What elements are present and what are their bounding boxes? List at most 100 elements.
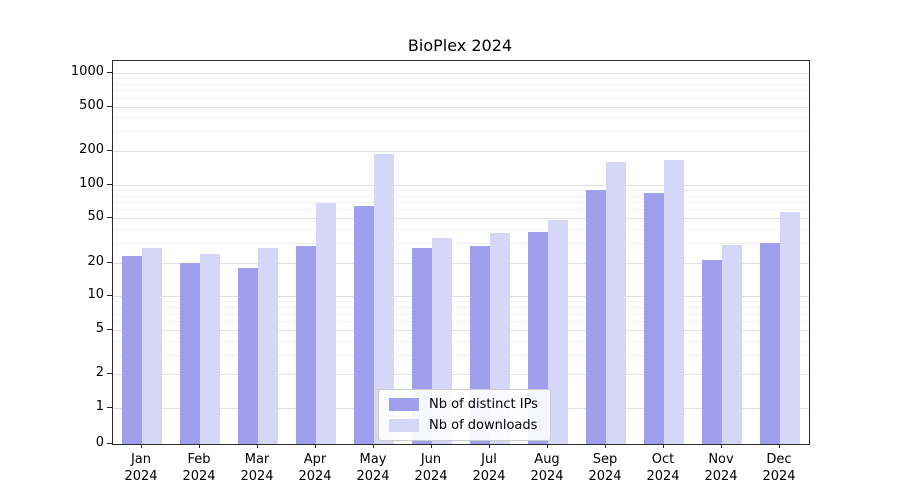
legend-item-downloads: Nb of downloads [389,418,538,433]
bar-downloads-dec [780,211,800,444]
y-tick-mark [107,217,112,219]
bar-distinct-ips-mar [238,267,258,444]
legend-label-downloads: Nb of downloads [429,418,538,433]
y-tick-mark [107,183,112,185]
x-tick-month: Nov [708,452,734,467]
bar-distinct-ips-apr [296,246,316,444]
minor-gridline [113,78,809,80]
x-tick-mark [663,444,664,448]
bar-downloads-sep [606,161,626,444]
y-tick-label: 5 [95,320,104,336]
x-tick-mark [257,444,258,448]
minor-gridline [113,243,809,245]
x-tick-year: 2024 [298,469,332,484]
minor-gridline [113,90,809,92]
major-gridline [113,73,809,74]
x-tick-label: Aug 2024 [518,451,576,485]
x-tick-year: 2024 [762,469,796,484]
bar-distinct-ips-nov [702,260,722,444]
major-gridline [113,296,809,298]
y-tick-label: 1000 [70,64,104,79]
major-gridline [113,374,809,376]
minor-gridline [113,202,809,203]
y-tick-mark [107,150,112,152]
minor-gridline [113,354,809,356]
major-gridline [113,262,809,264]
y-tick-label: 50 [87,209,104,225]
bar-downloads-oct [664,160,684,444]
y-tick-mark [107,105,112,107]
minor-gridline [113,301,809,303]
minor-gridline [113,189,809,191]
minor-gridline [113,340,809,342]
x-tick-year: 2024 [646,469,680,484]
x-tick-label: Nov 2024 [692,451,750,485]
y-tick-mark [107,373,112,375]
x-tick-label: Sep 2024 [576,451,634,485]
bar-distinct-ips-feb [180,262,200,444]
major-gridline [113,151,809,153]
x-tick-year: 2024 [414,469,448,484]
x-tick-month: Jun [420,452,442,467]
minor-gridline [113,83,809,85]
x-tick-label: May 2024 [344,451,402,485]
y-tick-label: 200 [79,142,104,158]
y-tick-mark [107,328,112,330]
bar-distinct-ips-jan [122,255,142,444]
x-tick-mark [315,444,316,448]
minor-gridline [113,97,809,99]
x-tick-month: Oct [651,452,675,467]
x-tick-month: Feb [187,452,211,467]
x-tick-mark [489,444,490,448]
legend-item-distinct-ips: Nb of distinct IPs [389,397,538,412]
y-tick-mark [107,72,112,73]
y-tick-mark [107,261,112,263]
x-tick-label: Jul 2024 [460,451,518,485]
bar-distinct-ips-may [354,205,374,444]
bar-distinct-ips-sep [586,189,606,444]
x-tick-mark [547,444,548,448]
y-tick-label: 20 [87,253,104,269]
chart-title: BioPlex 2024 [407,36,513,55]
minor-gridline [113,195,809,197]
y-tick-label: 2 [95,365,104,381]
y-tick-label: 10 [87,287,104,303]
legend-swatch-downloads [389,419,419,432]
x-tick-month: Jul [481,452,497,467]
x-tick-month: Jan [130,452,152,467]
x-tick-month: Dec [766,452,792,467]
x-tick-year: 2024 [472,469,506,484]
x-tick-label: Mar 2024 [228,451,286,485]
x-tick-month: Aug [534,452,560,467]
y-tick-label: 500 [79,97,104,113]
x-tick-mark [373,444,374,448]
x-tick-year: 2024 [240,469,274,484]
y-tick-mark [107,443,112,444]
x-tick-month: Mar [244,452,270,467]
minor-gridline [113,117,809,119]
x-tick-label: Oct 2024 [634,451,692,485]
major-gridline [113,218,809,220]
x-tick-label: Jun 2024 [402,451,460,485]
y-tick-label: 1 [95,399,104,414]
x-tick-mark [199,444,200,448]
x-tick-month: Apr [303,452,327,467]
x-tick-year: 2024 [124,469,158,484]
major-gridline [113,184,809,186]
y-tick-mark [107,295,112,297]
major-gridline [113,329,809,331]
x-tick-label: Feb 2024 [170,451,228,485]
major-gridline [113,106,809,108]
bar-downloads-mar [258,248,278,444]
bar-downloads-nov [722,244,742,444]
bar-downloads-may [374,153,394,444]
x-tick-label: Dec 2024 [750,451,808,485]
x-tick-mark [605,444,606,448]
x-tick-label: Jan 2024 [112,451,170,485]
bar-distinct-ips-dec [760,243,780,444]
minor-gridline [113,229,809,231]
bar-downloads-apr [316,203,336,444]
x-tick-month: May [359,452,387,467]
minor-gridline [113,313,809,315]
